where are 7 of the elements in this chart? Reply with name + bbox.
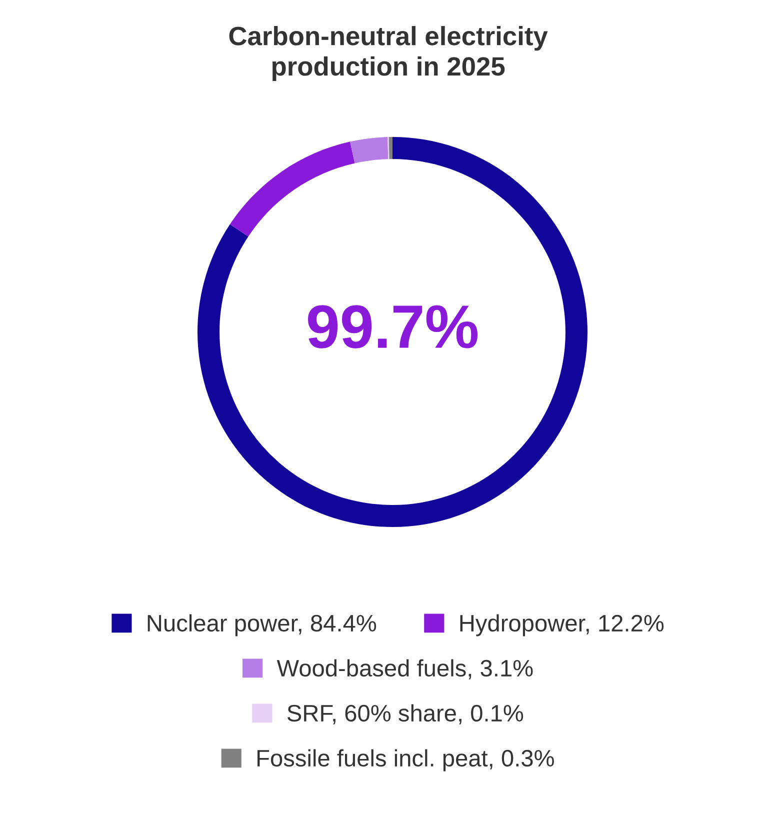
legend-label: SRF, 60% share, 0.1% <box>287 704 524 724</box>
legend-label: Fossile fuels incl. peat, 0.3% <box>258 749 554 772</box>
legend-label: Wood-based fuels, 3.1% <box>276 659 533 680</box>
legend-label: Nuclear power, 84.4% <box>148 614 376 636</box>
text: 99.7% <box>308 305 478 348</box>
chart-title: Carbon-neutral electricity production in 2025 <box>229 26 548 81</box>
legend-label: Hydropower, 12.2% <box>460 614 664 636</box>
